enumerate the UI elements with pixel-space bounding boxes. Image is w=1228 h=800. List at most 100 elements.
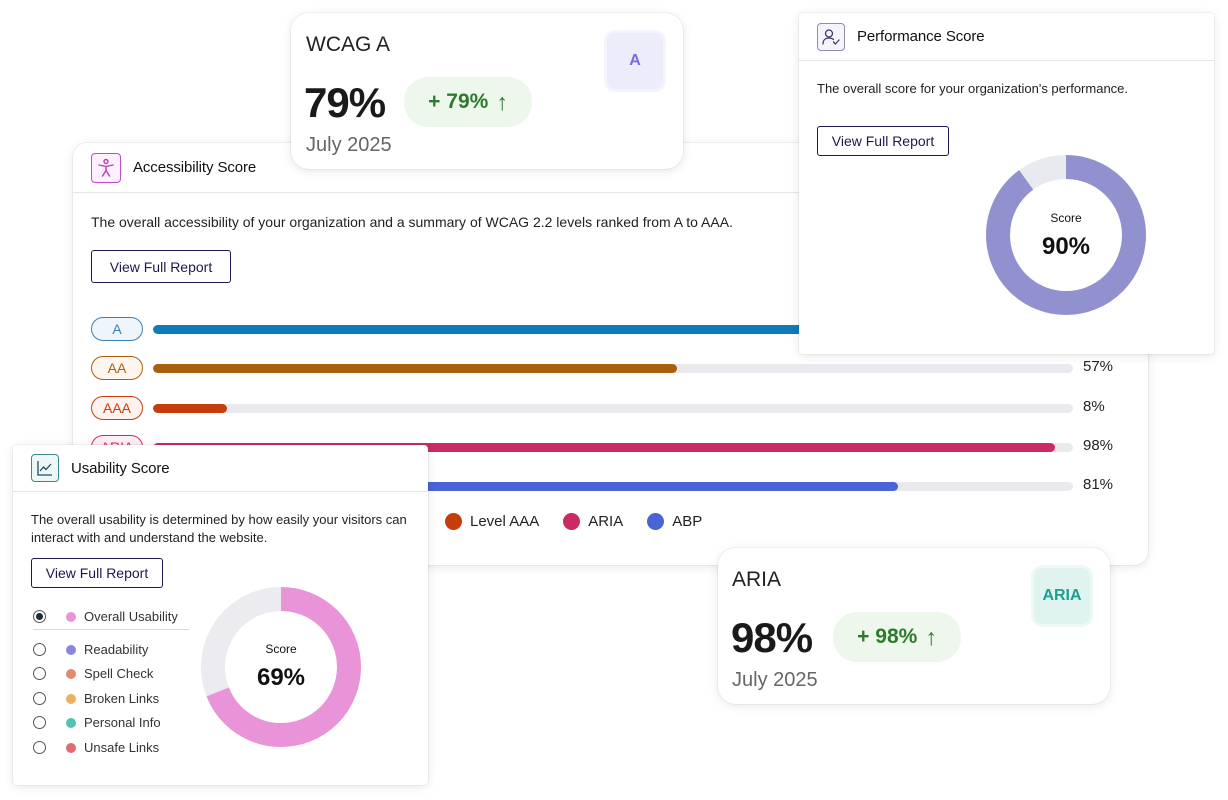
list-divider xyxy=(33,629,189,630)
performance-card-header: Performance Score xyxy=(799,13,1214,61)
legend-label: ARIA xyxy=(588,513,624,530)
usability-description-line2: interact with and understand the website… xyxy=(31,530,268,545)
usability-card-title: Usability Score xyxy=(71,459,170,477)
trend-chart-icon xyxy=(31,454,59,482)
aria-card-value: 98% xyxy=(731,614,813,661)
bar-fill xyxy=(153,403,227,413)
accessibility-bar-row: AA 57% xyxy=(91,356,1151,381)
wcag-card-value: 79% xyxy=(304,79,386,126)
bar-percent: 8% xyxy=(1083,397,1105,415)
metric-color-dot xyxy=(66,669,76,680)
accessibility-icon xyxy=(91,152,121,183)
metric-color-dot xyxy=(66,612,76,622)
aria-card-title: ARIA xyxy=(732,568,782,591)
usability-metric-item[interactable]: Overall Usability xyxy=(33,605,203,630)
bar-fill xyxy=(153,442,1055,452)
performance-view-report-button[interactable]: View Full Report xyxy=(817,126,949,156)
performance-score-card: Performance Score The overall score for … xyxy=(799,13,1214,354)
aria-card-date: July 2025 xyxy=(732,669,818,691)
performance-donut: Score 90% xyxy=(986,155,1146,315)
usability-metric-item[interactable]: Broken Links xyxy=(33,687,203,712)
legend-item: ABP xyxy=(647,513,702,530)
arrow-up-icon: ↑ xyxy=(496,88,508,115)
usability-description: The overall usability is determined by h… xyxy=(31,511,407,547)
radio-button[interactable] xyxy=(33,691,46,705)
accessibility-legend: Level AAA ARIA ABP xyxy=(445,513,702,530)
bar-fill xyxy=(153,325,880,334)
accessibility-view-report-button[interactable]: View Full Report xyxy=(91,250,231,283)
metric-color-dot xyxy=(66,644,76,655)
metric-label: Unsafe Links xyxy=(84,739,160,755)
bar-track xyxy=(153,403,1073,413)
radio-button[interactable] xyxy=(33,667,46,681)
accessibility-description: The overall accessibility of your organi… xyxy=(91,214,733,230)
arrow-up-icon: ↑ xyxy=(925,623,937,650)
legend-dot xyxy=(563,513,581,530)
metric-label: Overall Usability xyxy=(84,609,178,624)
bar-track xyxy=(153,442,1073,452)
performance-card-title: Performance Score xyxy=(857,28,985,45)
usability-metric-item[interactable]: Personal Info xyxy=(33,711,203,736)
usability-donut: Score 69% xyxy=(201,587,361,747)
bar-fill xyxy=(153,364,678,374)
aria-badge: ARIA xyxy=(1034,568,1090,624)
metric-color-dot xyxy=(66,718,76,729)
accessibility-bar-row: A xyxy=(91,317,1151,341)
usability-score-label: Score xyxy=(265,642,297,656)
wcag-change-badge: + 79% ↑ xyxy=(404,77,532,127)
legend-label: ABP xyxy=(672,513,703,530)
radio-button[interactable] xyxy=(33,610,46,623)
metric-label: Spell Check xyxy=(84,666,154,682)
usability-metric-item[interactable]: Readability xyxy=(33,638,203,663)
usability-metric-item[interactable]: Unsafe Links xyxy=(33,736,203,761)
legend-item: ARIA xyxy=(563,513,623,530)
aria-badge-label: ARIA xyxy=(1042,587,1082,604)
performance-description: The overall score for your organization'… xyxy=(817,81,1129,96)
wcag-a-card: WCAG A A 79% + 79% ↑ July 2025 xyxy=(291,13,683,169)
bar-track xyxy=(153,325,1073,334)
level-pill: AAA xyxy=(91,395,143,420)
legend-item: Level AAA xyxy=(445,513,539,530)
usability-metric-item[interactable]: Spell Check xyxy=(33,662,203,687)
metric-label: Readability xyxy=(84,641,149,657)
metric-label: Personal Info xyxy=(84,715,161,731)
user-check-icon xyxy=(817,22,845,51)
bar-percent: 81% xyxy=(1083,476,1114,494)
aria-change-value: + 98% xyxy=(857,625,918,648)
usability-description-line1: The overall usability is determined by h… xyxy=(31,512,407,527)
wcag-change-value: + 79% xyxy=(428,90,489,113)
performance-score-value: 90% xyxy=(1042,233,1090,260)
metric-color-dot xyxy=(66,693,76,704)
accessibility-bar-row: 81% xyxy=(91,474,1151,498)
radio-button[interactable] xyxy=(33,642,46,656)
aria-card: ARIA ARIA 98% + 98% ↑ July 2025 xyxy=(718,548,1110,704)
wcag-a-badge: A xyxy=(607,33,663,89)
usability-donut-arc xyxy=(201,587,361,747)
performance-score-label: Score xyxy=(1050,211,1082,225)
metric-color-dot xyxy=(66,742,76,753)
accessibility-bar-row: AAA 8% xyxy=(91,395,1151,420)
usability-view-report-button[interactable]: View Full Report xyxy=(31,558,163,588)
bar-fill xyxy=(153,482,899,492)
usability-score-card: Usability Score The overall usability is… xyxy=(13,445,428,785)
wcag-card-title: WCAG A xyxy=(306,33,391,56)
usability-score-value: 69% xyxy=(257,664,305,691)
aria-change-badge: + 98% ↑ xyxy=(833,612,961,662)
legend-dot xyxy=(445,513,462,530)
accessibility-card-title: Accessibility Score xyxy=(133,159,257,176)
bar-track xyxy=(153,482,1073,492)
wcag-card-date: July 2025 xyxy=(306,134,392,156)
accessibility-card-header: Accessibility Score xyxy=(73,143,1148,193)
level-pill: A xyxy=(91,317,143,341)
legend-dot xyxy=(647,513,665,530)
radio-button[interactable] xyxy=(33,740,46,754)
metric-label: Broken Links xyxy=(84,690,160,706)
radio-button[interactable] xyxy=(33,716,46,730)
bar-percent: 98% xyxy=(1083,436,1114,454)
level-pill: AA xyxy=(91,356,143,381)
wcag-badge-label: A xyxy=(629,52,641,69)
usability-metric-list: Overall Usability Readability Spell Check B… xyxy=(33,605,203,761)
performance-donut-arc xyxy=(986,155,1146,315)
radio-selected-dot xyxy=(36,613,43,620)
